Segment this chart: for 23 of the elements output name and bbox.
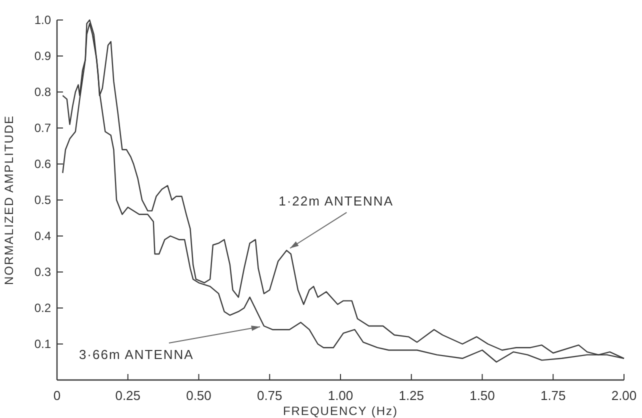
y-tick-label: 0.3 xyxy=(34,265,52,279)
y-tick-label: 0.8 xyxy=(34,85,52,99)
x-tick-label: 1.75 xyxy=(540,388,566,403)
y-tick-label: 0.4 xyxy=(34,229,52,243)
y-tick-label: 0.5 xyxy=(34,193,52,207)
y-tick-label: 0.2 xyxy=(34,301,52,315)
x-tick-label: 0 xyxy=(53,388,61,403)
y-tick-label: 0.7 xyxy=(34,121,52,135)
y-tick-label: 1.0 xyxy=(34,13,52,27)
x-tick-label: 1.50 xyxy=(470,388,495,403)
x-tick-label: 0.75 xyxy=(256,388,282,403)
annotation: 3·66m ANTENNA xyxy=(78,347,194,362)
x-tick-label: 2.00 xyxy=(611,388,637,403)
x-tick-label: 0.25 xyxy=(115,388,141,403)
x-tick-label: 0.50 xyxy=(186,388,212,403)
y-tick-label: 0.9 xyxy=(34,49,52,63)
x-axis-title: FREQUENCY (Hz) xyxy=(282,404,398,418)
y-tick-label: 0.1 xyxy=(34,337,52,351)
y-tick-label: 0.6 xyxy=(34,157,52,171)
annotation: 1·22m ANTENNA xyxy=(278,193,394,208)
x-tick-label: 1.25 xyxy=(398,388,424,403)
x-tick-label: 1.00 xyxy=(328,388,354,403)
y-axis-title: NORMALIZED AMPLITUDE xyxy=(2,114,16,286)
